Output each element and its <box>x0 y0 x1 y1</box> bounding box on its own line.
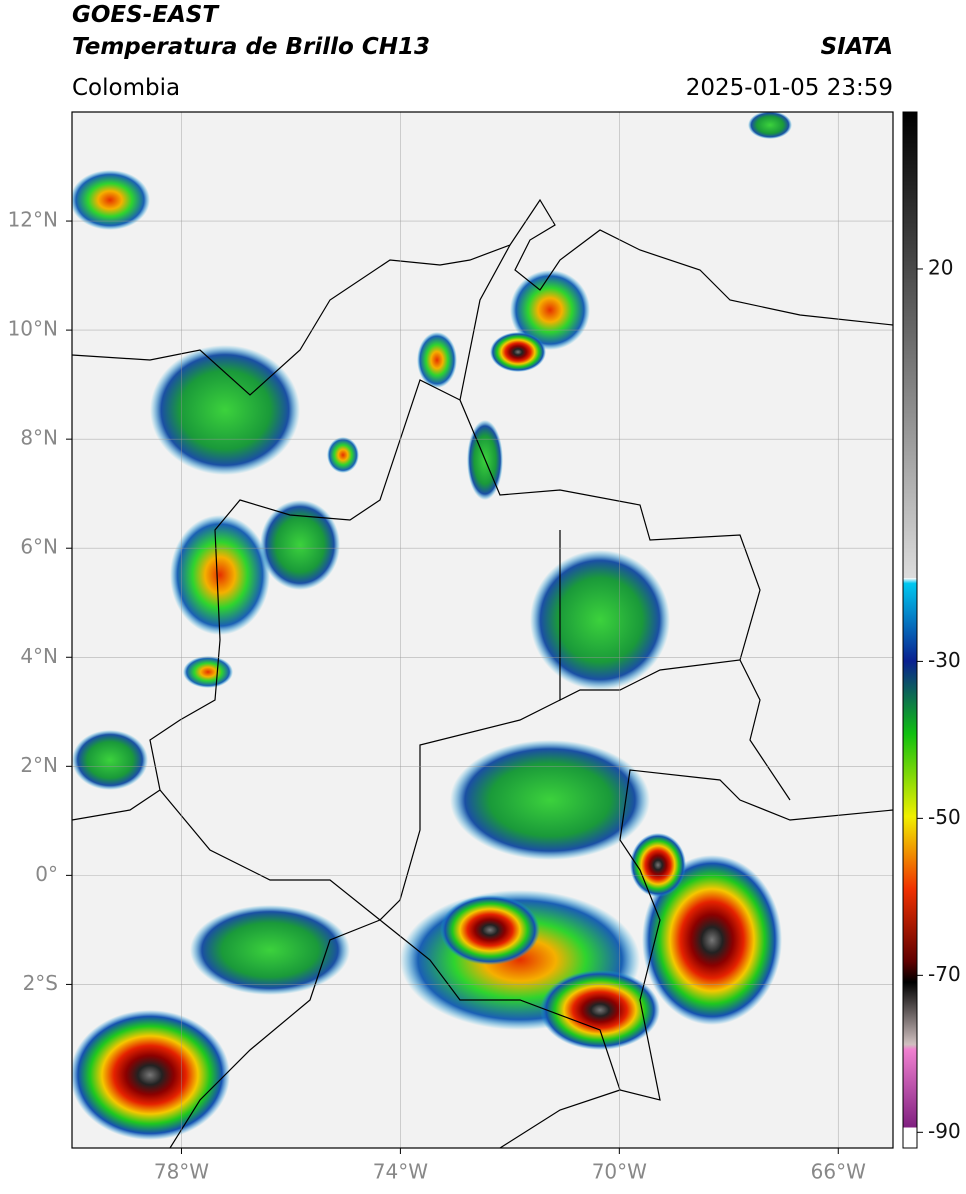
map-frame <box>71 111 894 1149</box>
x-tick-label: 74°W <box>373 1160 428 1184</box>
y-tick-label: 6°N <box>20 535 58 559</box>
colorbar-tick-label: 20 <box>928 255 953 279</box>
region: Colombia <box>72 75 180 101</box>
x-tick-label: 66°W <box>811 1160 866 1184</box>
y-tick-label: 2°S <box>23 971 58 995</box>
y-tick-label: 8°N <box>20 426 58 450</box>
datetime: 2025-01-05 23:59 <box>686 75 893 101</box>
source: SIATA <box>821 34 893 60</box>
y-tick-label: 10°N <box>8 317 58 341</box>
gridlines <box>72 112 893 1148</box>
convection <box>72 112 792 1140</box>
x-tick-label: 78°W <box>154 1160 209 1184</box>
subtitle: Temperatura de Brillo CH13 <box>72 34 430 60</box>
y-tick-label: 0° <box>35 862 58 886</box>
y-tick-label: 4°N <box>20 644 58 668</box>
x-tick-label: 70°W <box>592 1160 647 1184</box>
colorbar-tick-label: -30 <box>928 648 961 672</box>
colorbar-tick-label: -50 <box>928 805 961 829</box>
y-tick-label: 12°N <box>8 208 58 232</box>
colorbar-tick-label: -90 <box>928 1119 961 1143</box>
y-tick-label: 2°N <box>20 753 58 777</box>
colorbar-tick-label: -70 <box>928 962 961 986</box>
borders <box>72 198 893 1148</box>
satellite-image <box>72 112 893 1148</box>
title: GOES-EAST <box>72 2 220 28</box>
colorbar <box>902 111 918 1149</box>
